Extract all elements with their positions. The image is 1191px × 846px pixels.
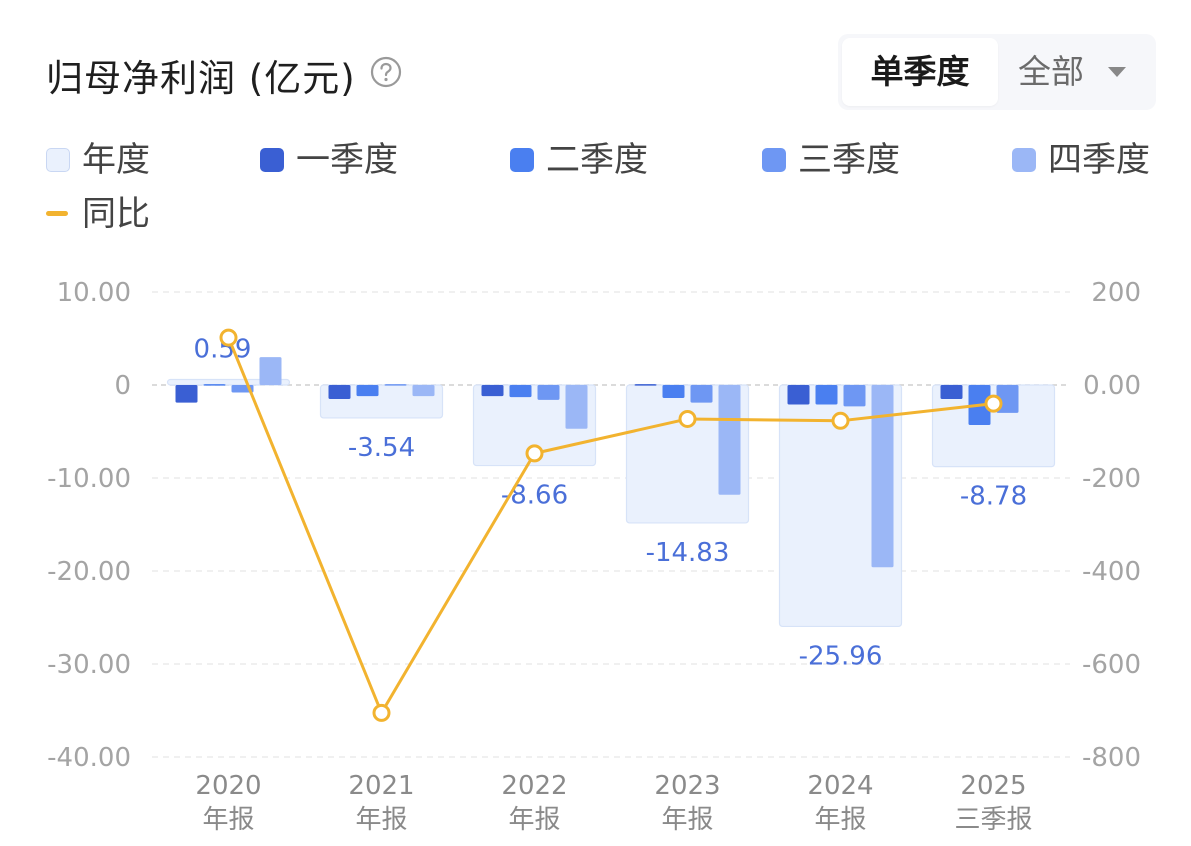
x-tick-period: 年报 xyxy=(355,805,407,835)
quarter-bar xyxy=(690,385,713,403)
yoy-point xyxy=(372,703,391,722)
right-tick-label: -200 xyxy=(1082,464,1141,494)
x-tick-period: 年报 xyxy=(202,805,254,835)
right-tick-label: -800 xyxy=(1082,743,1141,773)
quarter-bar xyxy=(537,385,560,400)
quarter-bar xyxy=(175,385,198,403)
annual-bar xyxy=(931,384,1056,468)
x-tick-year: 2025 xyxy=(960,771,1026,801)
quarter-bar xyxy=(871,385,894,568)
yoy-line xyxy=(227,337,994,715)
legend-swatch xyxy=(260,148,284,172)
quarter-bar xyxy=(203,384,226,386)
quarter-bar xyxy=(481,385,504,397)
legend-label: 三季度 xyxy=(798,140,900,180)
quarter-bar xyxy=(259,357,282,385)
right-tick-label: -600 xyxy=(1082,650,1141,680)
legend-swatch xyxy=(46,148,70,172)
legend-label: 二季度 xyxy=(546,140,648,180)
annual-bar xyxy=(166,378,291,386)
annual-data-label: -3.54 xyxy=(348,433,415,463)
annual-bar xyxy=(319,384,444,419)
left-tick-label: 0 xyxy=(114,371,131,401)
legend-swatch xyxy=(1012,148,1036,172)
quarter-bar xyxy=(634,384,657,386)
legend-label: 同比 xyxy=(82,194,150,234)
yoy-point xyxy=(984,394,1003,413)
left-tick-label: -40.00 xyxy=(47,743,131,773)
toggle-all-dropdown[interactable]: 全部 xyxy=(1018,52,1084,91)
quarter-bar xyxy=(328,385,351,399)
right-tick-label: -400 xyxy=(1082,557,1141,587)
left-tick-label: -30.00 xyxy=(47,650,131,680)
quarter-bar xyxy=(843,385,866,407)
quarter-bar xyxy=(412,385,435,397)
right-tick-label: 0.00 xyxy=(1083,371,1141,401)
legend-label: 四季度 xyxy=(1048,140,1150,180)
right-tick-label: 200 xyxy=(1091,278,1141,308)
quarter-bar xyxy=(384,384,407,386)
toggle-single-quarter[interactable]: 单季度 xyxy=(842,38,998,106)
x-tick-year: 2021 xyxy=(348,771,414,801)
quarter-bar xyxy=(787,385,810,405)
legend-label: 年度 xyxy=(82,140,150,180)
annual-data-label: -8.78 xyxy=(960,482,1027,512)
left-tick-label: -20.00 xyxy=(47,557,131,587)
quarter-bar xyxy=(356,385,379,397)
chart-title: 归母净利润 (亿元) xyxy=(46,57,356,100)
yoy-point xyxy=(219,328,238,347)
x-tick-year: 2023 xyxy=(654,771,720,801)
legend-line xyxy=(46,211,68,216)
quarter-bar xyxy=(662,385,685,399)
x-tick-period: 三季报 xyxy=(954,805,1032,835)
legend-swatch xyxy=(762,148,786,172)
x-tick-period: 年报 xyxy=(814,805,866,835)
yoy-point xyxy=(525,444,544,463)
quarter-bar xyxy=(718,385,741,495)
annual-data-label: -14.83 xyxy=(646,538,730,568)
quarter-bar xyxy=(565,385,588,429)
annual-data-label: -8.66 xyxy=(501,481,568,511)
x-tick-period: 年报 xyxy=(661,805,713,835)
help-icon[interactable] xyxy=(370,56,402,88)
yoy-point xyxy=(678,409,697,428)
quarter-bar xyxy=(509,385,532,398)
left-tick-label: 10.00 xyxy=(57,278,131,308)
chart-header: 归母净利润 (亿元) 单季度 全部 xyxy=(0,0,1191,120)
left-tick-label: -10.00 xyxy=(47,464,131,494)
x-tick-year: 2024 xyxy=(807,771,873,801)
quarter-bar xyxy=(940,385,963,399)
annual-bar xyxy=(778,384,903,628)
x-tick-year: 2020 xyxy=(195,771,261,801)
yoy-point xyxy=(831,411,850,430)
legend-swatch xyxy=(510,148,534,172)
x-tick-year: 2022 xyxy=(501,771,567,801)
period-toggle: 单季度 全部 xyxy=(838,34,1156,110)
legend-label: 一季度 xyxy=(296,140,398,180)
annual-data-label: -25.96 xyxy=(799,641,883,671)
quarter-bar xyxy=(815,385,838,405)
caret-down-icon[interactable] xyxy=(1108,67,1126,77)
x-tick-period: 年报 xyxy=(508,805,560,835)
